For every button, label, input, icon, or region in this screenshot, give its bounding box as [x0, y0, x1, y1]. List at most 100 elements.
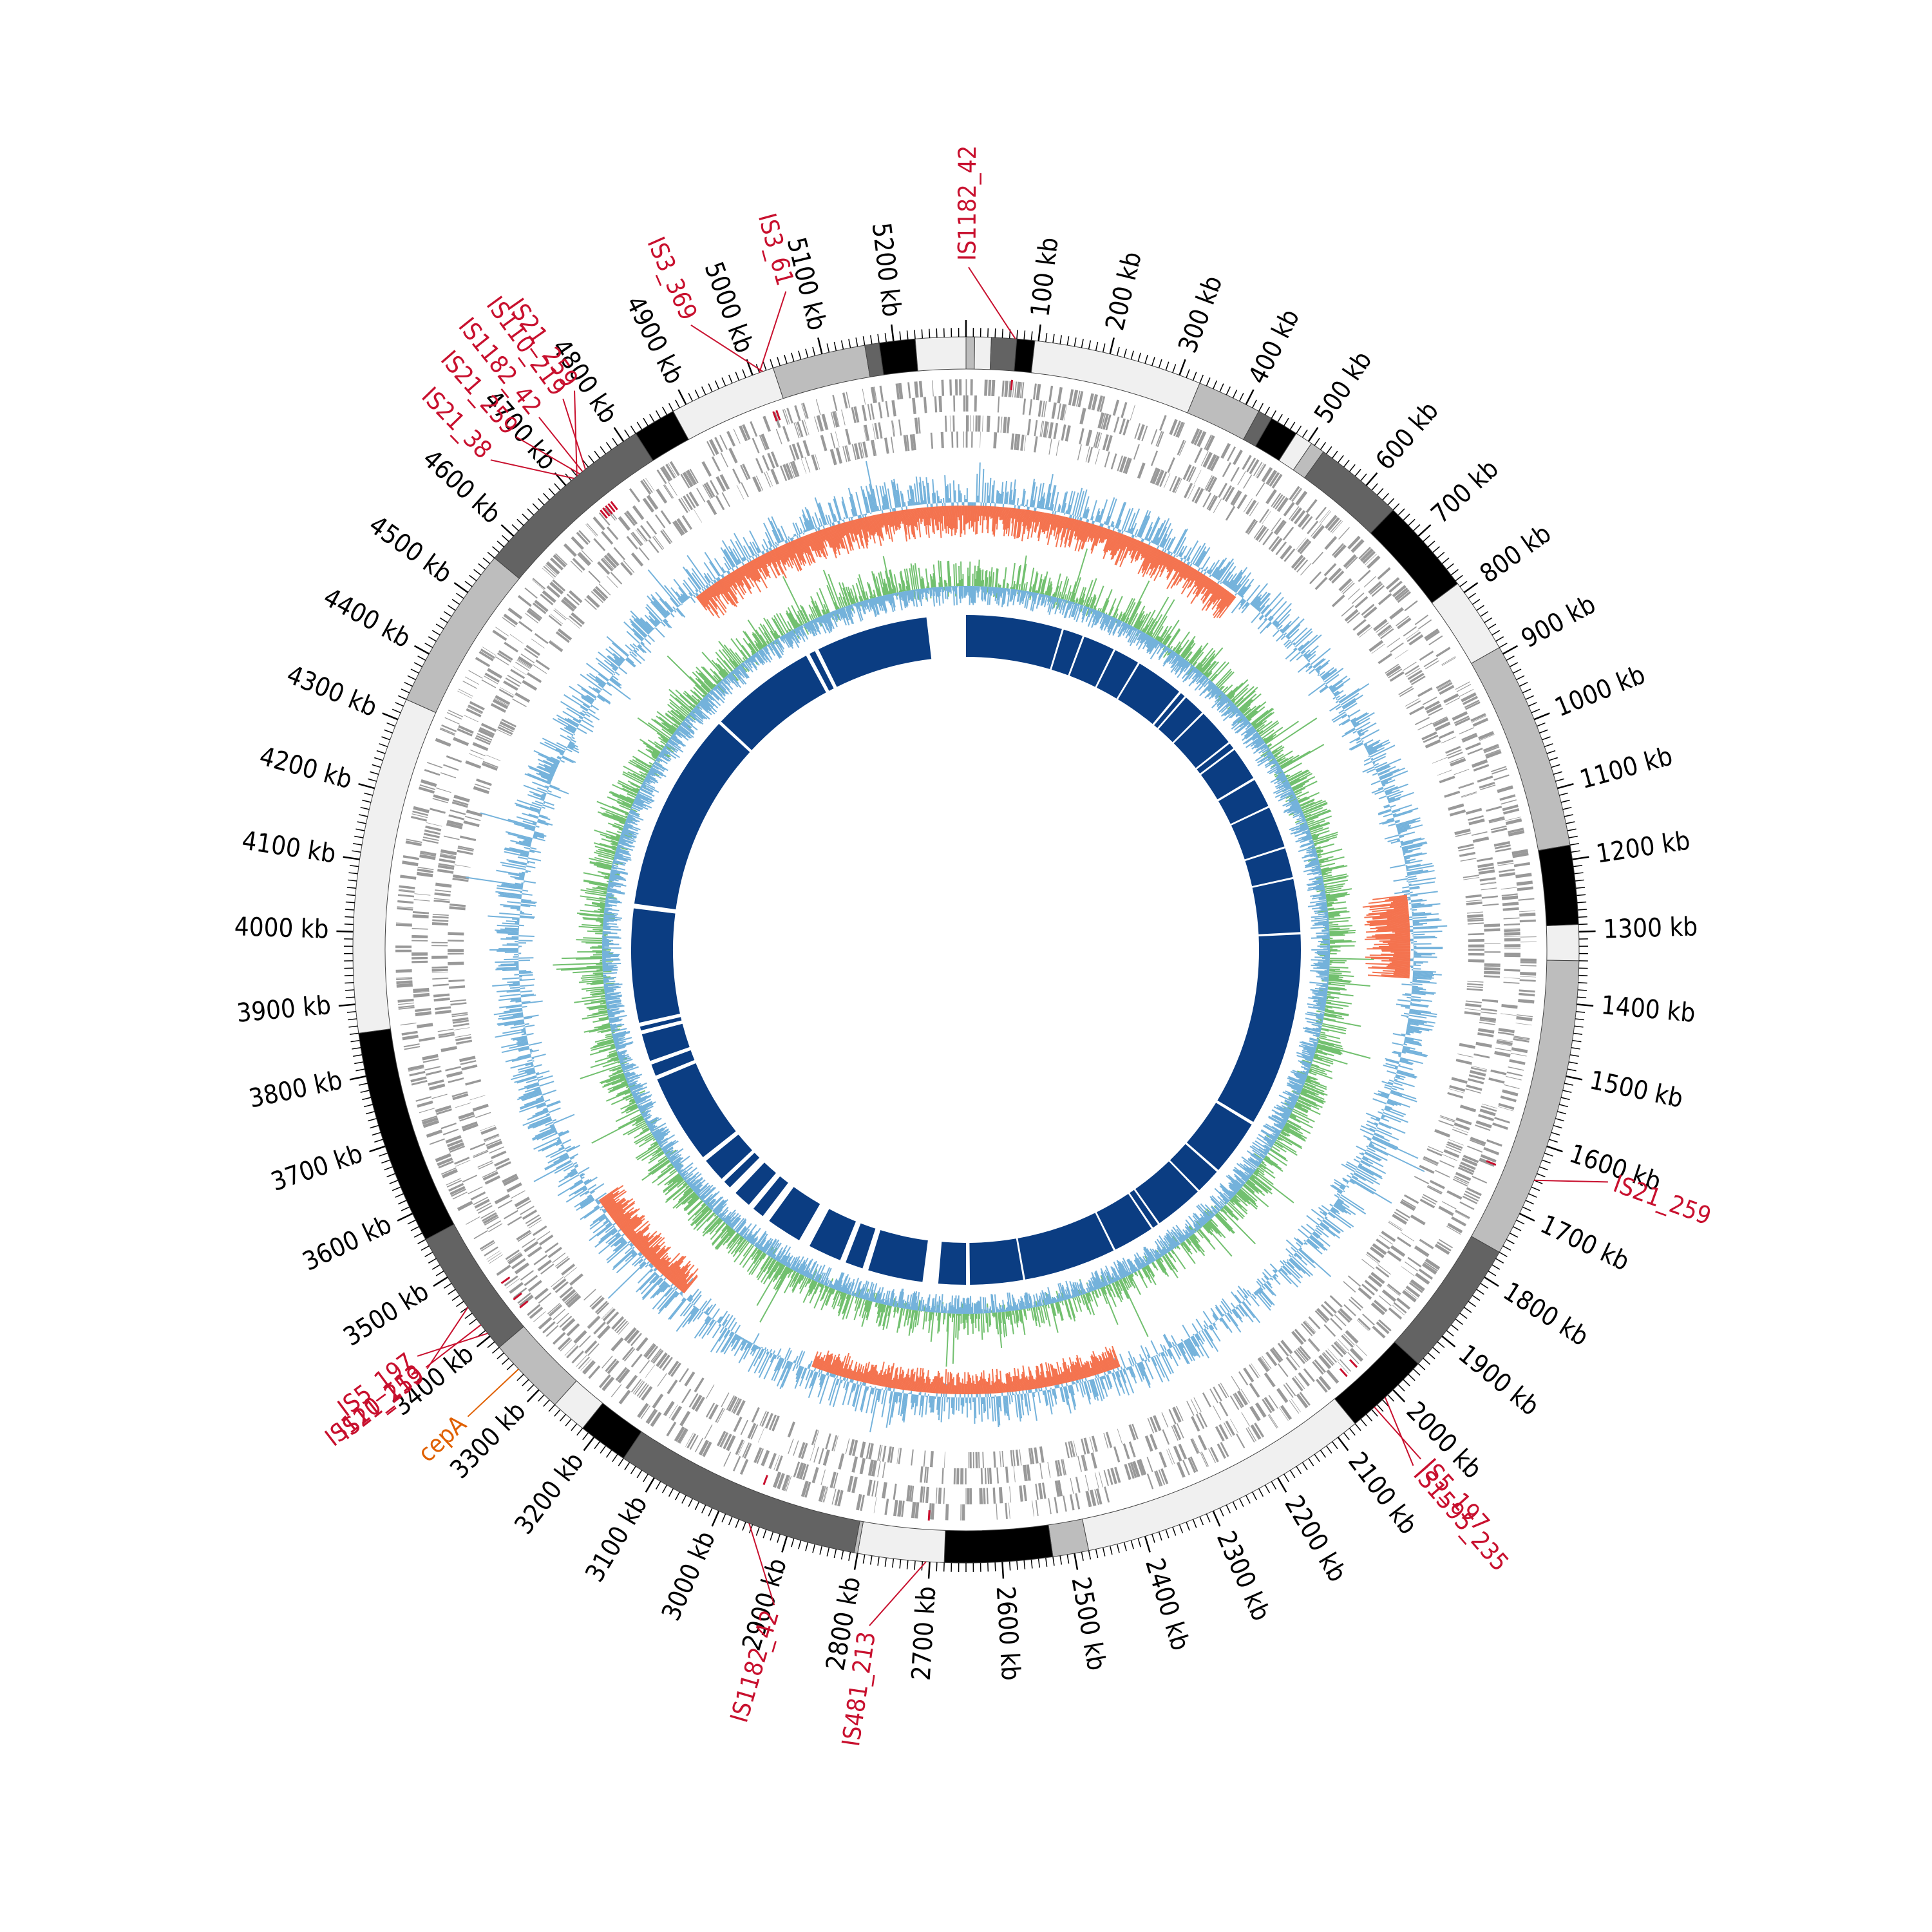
cds-feature [1370, 583, 1383, 595]
cds-feature [641, 1386, 653, 1401]
gc-content-bar [1111, 522, 1115, 527]
cds-feature [654, 514, 666, 529]
gc-content-bar [571, 739, 576, 743]
tick-mark [636, 421, 643, 430]
gc-content-bar [989, 477, 992, 504]
cds-feature [1466, 985, 1483, 989]
cds-feature [1138, 1459, 1147, 1475]
gc-content-bar [1048, 507, 1050, 511]
cds-feature [450, 809, 466, 815]
gc-content-bar [1218, 558, 1234, 581]
tick-mark [336, 930, 354, 933]
cds-feature [851, 444, 857, 460]
cds-feature [1343, 1281, 1356, 1293]
gc-content-bar [1137, 509, 1149, 537]
tick-mark [1001, 328, 1003, 338]
gc-content-bar [1288, 1254, 1293, 1258]
gc-content-bar [1329, 680, 1343, 690]
cds-feature [1191, 486, 1201, 502]
cds-feature [591, 1296, 605, 1311]
gc-content-bar [1403, 893, 1410, 896]
cds-feature [636, 1337, 649, 1352]
tick-mark [1109, 1546, 1113, 1555]
cds-feature [747, 1423, 757, 1439]
gc-content-bar [1406, 868, 1409, 871]
tick-label: 4200 kb [256, 741, 355, 795]
cds-feature [450, 999, 466, 1003]
gc-content-bar [1282, 616, 1300, 634]
cds-feature [1480, 882, 1497, 886]
cds-feature [1465, 701, 1481, 710]
cds-feature [1456, 684, 1472, 692]
tick-mark [1468, 1301, 1476, 1307]
cds-feature [1428, 635, 1443, 646]
cds-feature [481, 679, 497, 688]
gc-content-bar [1412, 987, 1423, 989]
cds-feature [1275, 521, 1287, 535]
tick-mark [1382, 1399, 1389, 1407]
cds-feature [1466, 1187, 1482, 1197]
cds-feature [473, 1150, 489, 1159]
cds-feature [667, 1360, 679, 1376]
cds-feature [1273, 519, 1285, 535]
cds-feature [1282, 526, 1294, 541]
cds-feature [1323, 1352, 1335, 1365]
cds-feature [1354, 596, 1368, 609]
tick-mark [1219, 383, 1224, 392]
gc-content-bar [1390, 864, 1406, 869]
cds-feature [640, 525, 652, 539]
cds-feature [1099, 1471, 1104, 1488]
gc-content-bar [504, 927, 519, 930]
cds-feature [1454, 828, 1471, 835]
tick-mark [1522, 1206, 1531, 1211]
cds-feature [705, 482, 715, 497]
cds-feature [454, 864, 471, 868]
cds-feature [1233, 450, 1243, 466]
cds-feature [1468, 952, 1484, 956]
cds-feature [815, 399, 821, 415]
gc-content-bar [855, 491, 862, 515]
tick-mark [1337, 1436, 1349, 1452]
gc-content-bar [1320, 667, 1334, 678]
cds-feature [1417, 723, 1433, 731]
gc-content-bar [1303, 1239, 1306, 1242]
tick-mark [352, 1046, 361, 1050]
tick-mark [1446, 563, 1454, 570]
cds-feature [1097, 412, 1104, 429]
gc-content-bar [721, 1314, 730, 1326]
tick-mark [548, 488, 556, 496]
cds-feature [1479, 781, 1495, 789]
gc-content-bar [1339, 683, 1370, 704]
cds-feature [710, 480, 719, 495]
tick-mark [410, 1226, 419, 1231]
tick-mark [1531, 1186, 1540, 1191]
gc-content-bar [1159, 522, 1172, 547]
tick-mark [1252, 399, 1257, 408]
cds-feature [555, 631, 570, 643]
gc-content-bar [1413, 925, 1448, 929]
gc-content-bar [1403, 1045, 1416, 1050]
cds-feature [1085, 430, 1093, 446]
tick-mark [1557, 1111, 1567, 1115]
gc-content-bar [1321, 668, 1337, 680]
gc-content-bar [547, 790, 552, 793]
cds-feature [1506, 1071, 1523, 1077]
gc-content-bar [1383, 1065, 1398, 1070]
cds-feature [1504, 944, 1520, 948]
cds-feature [480, 1124, 496, 1132]
gc-content-bar [936, 1396, 939, 1410]
gc-content-bar [1404, 1039, 1421, 1045]
cds-feature [1481, 895, 1498, 899]
cds-feature [1279, 1407, 1289, 1421]
gc-content-bar [1396, 824, 1410, 829]
cds-feature [564, 1267, 577, 1278]
tick-mark [1567, 1068, 1577, 1072]
gc-content-bar [1411, 996, 1421, 999]
cds-feature [421, 779, 437, 788]
tick-mark [1578, 930, 1596, 933]
cds-feature [540, 593, 554, 605]
cds-feature [1351, 592, 1365, 605]
cds-feature [762, 415, 772, 432]
cds-feature [816, 415, 824, 431]
cds-feature [1493, 774, 1510, 781]
